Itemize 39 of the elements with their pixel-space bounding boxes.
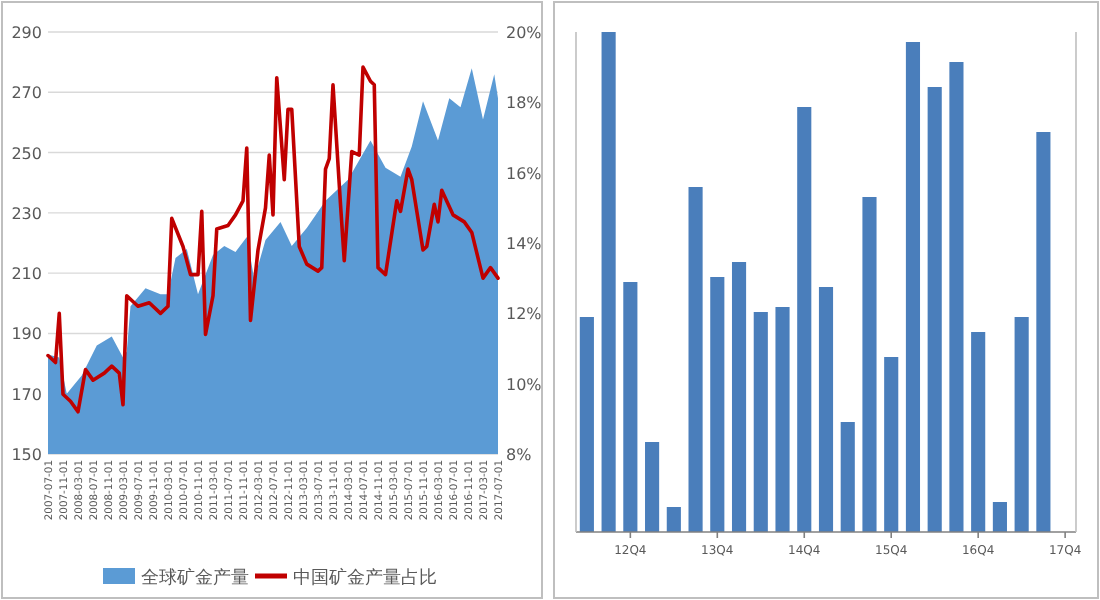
y2-tick-label: 10%: [506, 375, 543, 394]
bar: [949, 62, 964, 532]
bar: [1014, 317, 1029, 532]
bar: [645, 442, 660, 532]
y2-tick-label: 16%: [506, 164, 543, 183]
y-tick-label: 250: [11, 144, 42, 163]
bar: [927, 87, 942, 532]
y2-tick-label: 8%: [506, 446, 533, 464]
bar: [753, 312, 768, 532]
bar: [623, 282, 638, 532]
bar: [992, 502, 1007, 532]
bar: [884, 357, 899, 532]
y-tick-label: 170: [11, 385, 42, 404]
bar: [688, 187, 703, 532]
bar: [601, 32, 616, 532]
bar: [905, 42, 921, 532]
bar: [797, 107, 812, 532]
y-tick-label: 190: [11, 325, 42, 344]
bar: [1036, 132, 1051, 532]
bar: [840, 422, 855, 532]
legend-label: 中国矿金产量占比: [293, 567, 437, 589]
y-tick-label: 150: [11, 446, 42, 464]
y-tick-label: 230: [11, 204, 42, 223]
y-tick-label: 210: [11, 265, 42, 284]
y-tick-label: 270: [11, 84, 42, 103]
y-tick-label: 290: [11, 24, 42, 42]
legend-label: 全球矿金产量: [141, 567, 249, 589]
bar: [818, 287, 834, 532]
bar: [862, 197, 877, 532]
bar: [666, 507, 681, 532]
bar: [710, 277, 725, 532]
bar: [731, 262, 747, 532]
bar: [775, 307, 790, 532]
y2-tick-label: 14%: [506, 235, 543, 253]
bar: [971, 332, 986, 532]
y2-tick-label: 20%: [506, 24, 543, 42]
y2-tick-label: 18%: [506, 94, 543, 113]
y2-tick-label: 12%: [506, 305, 543, 324]
bar: [579, 317, 594, 532]
